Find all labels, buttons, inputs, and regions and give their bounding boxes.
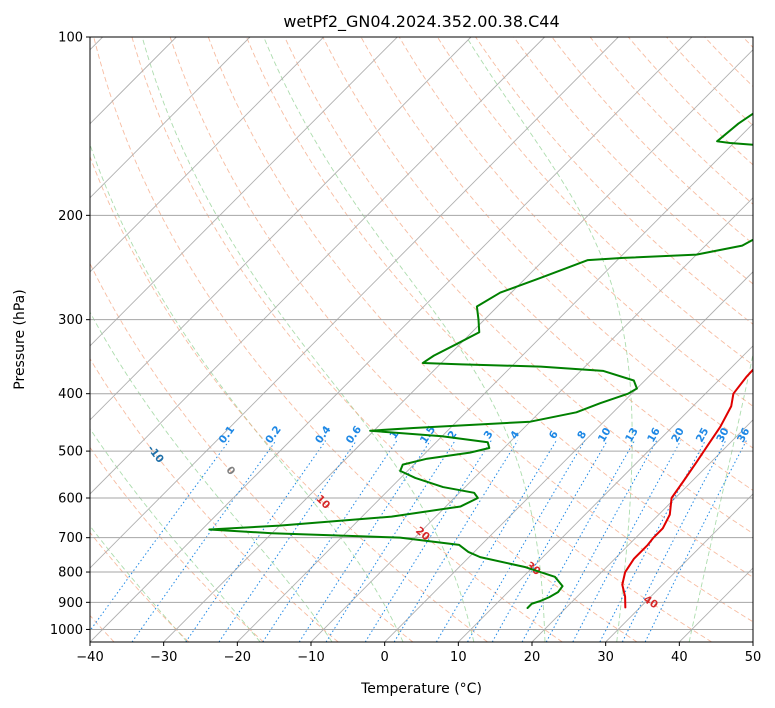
y-tick-label: 500 xyxy=(58,445,83,460)
y-tick-label: 800 xyxy=(58,566,83,581)
isotherm-line xyxy=(384,271,753,642)
x-tick-label: −20 xyxy=(224,650,251,665)
x-axis-label: Temperature (°C) xyxy=(360,681,482,697)
mixing-ratio-line xyxy=(644,440,747,642)
x-tick-label: 10 xyxy=(450,650,467,665)
y-tick-label: 600 xyxy=(58,492,83,507)
skewed-isotherms xyxy=(90,37,753,642)
mixing-ratio-line xyxy=(491,440,608,642)
dry-adiabat-line xyxy=(90,357,339,642)
dry-adiabat-line xyxy=(322,37,753,491)
dry-adiabat-line xyxy=(131,37,638,642)
mixing-ratio-line xyxy=(393,440,519,642)
isotherm-line xyxy=(458,345,753,642)
dry-adiabat-line xyxy=(246,37,753,578)
mixing-ratio-line xyxy=(435,440,557,642)
dry-adiabat-line xyxy=(90,531,190,642)
dry-adiabat-line xyxy=(93,37,563,642)
moist-adiabat-line xyxy=(688,352,753,642)
mixing-ratio-line xyxy=(545,440,658,642)
moist-adiabat-line xyxy=(141,37,475,642)
dry-adiabat-line xyxy=(169,37,712,642)
chart-title: wetPf2_GN04.2024.352.00.38.C44 xyxy=(283,12,559,32)
dry-adiabat-line xyxy=(90,155,488,642)
x-tick-label: −30 xyxy=(150,650,177,665)
mixing-ratio-lines xyxy=(90,440,747,642)
mixing-ratio-line xyxy=(325,440,456,642)
dry-adiabat-line xyxy=(90,262,414,642)
x-tick-label: −10 xyxy=(297,650,324,665)
x-tick-label: 50 xyxy=(745,650,762,665)
plot-frame xyxy=(89,36,754,643)
temperature-line xyxy=(621,368,753,609)
isotherm-line xyxy=(90,37,545,495)
isotherm-line xyxy=(531,419,753,642)
moist-adiabat-line xyxy=(90,143,404,642)
x-tick-label: −40 xyxy=(76,650,103,665)
mixing-ratio-line xyxy=(90,440,230,632)
mixing-ratio-label: 36 xyxy=(735,426,752,445)
y-tick-label: 300 xyxy=(58,313,83,328)
isotherm-line xyxy=(90,37,619,569)
isotherm-line xyxy=(237,123,753,642)
moist-adiabat-line xyxy=(90,525,188,642)
x-axis: −40 −30 −20 −10 0 10 20 30 40 50 xyxy=(76,642,761,665)
y-tick-label: 100 xyxy=(58,31,83,46)
mixing-ratio-line xyxy=(364,440,492,642)
y-tick-label: 700 xyxy=(58,531,83,546)
isotherm-line xyxy=(90,37,472,421)
mixing-ratio-line xyxy=(521,440,636,642)
dry-adiabat-line xyxy=(437,37,753,366)
sounding-series xyxy=(208,112,753,609)
mixing-ratio-line xyxy=(298,440,431,642)
y-axis-label: Pressure (hPa) xyxy=(12,289,28,389)
isotherm-line xyxy=(310,197,753,642)
x-tick-label: 30 xyxy=(597,650,614,665)
isotherm-line xyxy=(90,37,693,642)
dewpoint-line xyxy=(208,112,753,609)
mixing-ratio-line xyxy=(185,440,327,642)
dry-adiabat-line xyxy=(90,446,264,642)
mixing-ratio-line xyxy=(262,440,398,642)
moist-adiabat-line xyxy=(90,428,261,642)
isobars xyxy=(90,37,753,630)
isotherm-line xyxy=(90,37,398,347)
y-tick-label: 400 xyxy=(58,387,83,402)
dry-adiabat-line xyxy=(360,37,753,449)
y-tick-label: 200 xyxy=(58,209,83,224)
y-tick-label: 900 xyxy=(58,596,83,611)
mixing-ratio-line xyxy=(218,440,357,642)
mixing-ratio-line xyxy=(467,440,586,642)
isotherm-line xyxy=(605,493,753,642)
isotherm-line xyxy=(90,37,324,273)
dry-adiabat-line xyxy=(207,37,753,623)
isotherm-line xyxy=(90,37,251,199)
dry-adiabat-line xyxy=(513,37,753,285)
y-axis: 100 200 300 400 500 600 700 800 900 1000 xyxy=(50,31,90,638)
y-tick-label: 1000 xyxy=(50,623,83,638)
x-tick-label: 40 xyxy=(671,650,688,665)
x-tick-label: 0 xyxy=(381,650,389,665)
x-tick-label: 20 xyxy=(524,650,541,665)
